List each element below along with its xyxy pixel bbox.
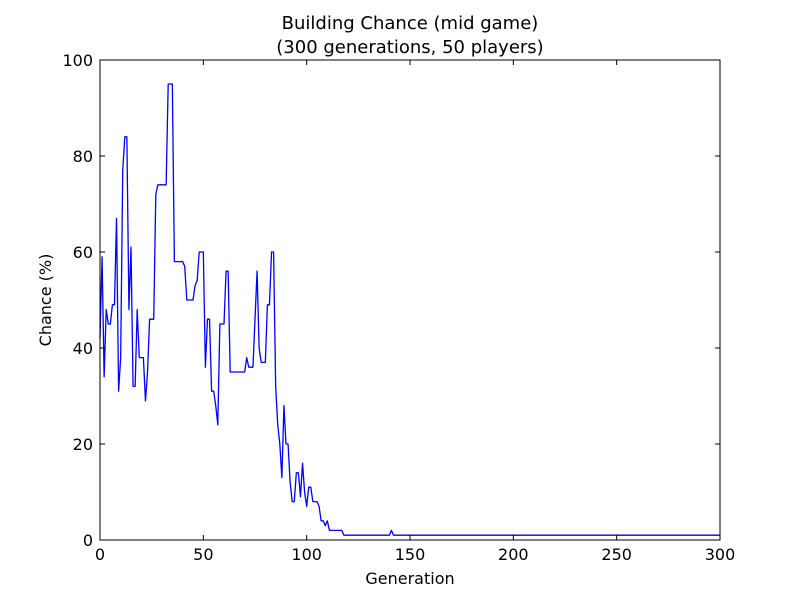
y-axis-label: Chance (%): [36, 254, 55, 347]
series-line-0: [99, 83, 720, 536]
y-tick-label: 40: [73, 339, 93, 358]
y-tick-label: 20: [73, 435, 93, 454]
chart-title: Building Chance (mid game): [282, 13, 539, 34]
x-axis-label: Generation: [365, 569, 454, 588]
y-tick-label: 80: [73, 147, 93, 166]
x-tick-label: 200: [498, 545, 529, 564]
y-tick-label: 100: [62, 51, 93, 70]
y-tick-label: 60: [73, 243, 93, 262]
x-tick-label: 300: [705, 545, 736, 564]
x-tick-label: 150: [395, 545, 426, 564]
x-tick-label: 0: [95, 545, 105, 564]
x-tick-label: 250: [601, 545, 632, 564]
x-tick-label: 100: [291, 545, 322, 564]
chart-subtitle: (300 generations, 50 players): [276, 37, 543, 58]
y-tick-label: 0: [83, 531, 93, 550]
x-tick-label: 50: [193, 545, 213, 564]
